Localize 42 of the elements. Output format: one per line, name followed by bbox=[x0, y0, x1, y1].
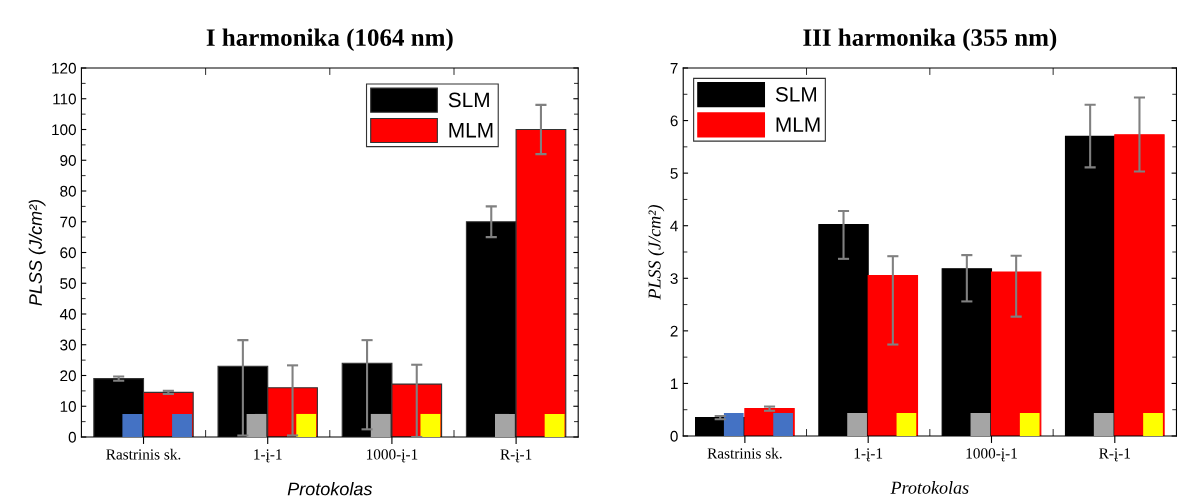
x-tick-label: R-į-1 bbox=[500, 449, 532, 463]
legend-label: SLM bbox=[775, 86, 817, 102]
y-tick-label: 60 bbox=[60, 247, 76, 259]
x-tick-label: Rastrinis sk. bbox=[707, 447, 782, 459]
y-tick-label: 20 bbox=[60, 370, 76, 382]
bar bbox=[1114, 134, 1165, 436]
y-tick-label: 30 bbox=[60, 339, 76, 351]
y-tick-label: 90 bbox=[60, 155, 76, 166]
x-tick-label: 1000-į-1 bbox=[966, 448, 1017, 462]
y-tick-label: 5 bbox=[670, 168, 678, 179]
y-tick-label: 4 bbox=[670, 220, 678, 232]
y-axis-title: PLSS (J/cm²) bbox=[647, 204, 665, 300]
legend-label: SLM bbox=[448, 92, 489, 108]
y-tick-label: 0 bbox=[670, 430, 678, 442]
chart-title: III harmonika (355 nm) bbox=[803, 28, 1057, 52]
y-tick-label: 80 bbox=[60, 185, 76, 197]
x-axis-title: Protokolas bbox=[287, 482, 373, 496]
x-tick-label: 1-į-1 bbox=[254, 449, 282, 463]
y-tick-label: 3 bbox=[670, 273, 678, 284]
x-tick-label: R-į-1 bbox=[1099, 448, 1131, 462]
y-tick-label: 10 bbox=[60, 401, 76, 412]
y-tick-label: 50 bbox=[60, 278, 76, 289]
y-tick-label: 120 bbox=[52, 62, 76, 74]
y-tick-label: 100 bbox=[52, 124, 76, 136]
y-tick-label: 1 bbox=[671, 378, 678, 389]
x-axis-title: Protokolas bbox=[890, 481, 969, 494]
x-tick-label: Rastrinis sk. bbox=[106, 448, 181, 460]
y-axis-title: PLSS (J/cm²) bbox=[28, 199, 46, 306]
y-tick-label: 6 bbox=[670, 115, 678, 127]
y-tick-label: 7 bbox=[670, 63, 678, 74]
y-tick-label: 0 bbox=[68, 431, 76, 443]
legend-label: MLM bbox=[776, 117, 820, 132]
x-tick-label: 1-į-1 bbox=[854, 448, 883, 462]
y-tick-label: 40 bbox=[59, 308, 76, 320]
legend-label: MLM bbox=[449, 123, 493, 138]
y-tick-label: 2 bbox=[670, 325, 678, 337]
y-tick-label: 110 bbox=[53, 93, 76, 105]
bar bbox=[867, 275, 919, 436]
x-tick-label: 1000-į-1 bbox=[366, 449, 418, 463]
bar bbox=[990, 271, 1042, 436]
chart-title: I harmonika (1064 nm) bbox=[206, 28, 453, 52]
y-tick-label: 70 bbox=[60, 216, 76, 228]
